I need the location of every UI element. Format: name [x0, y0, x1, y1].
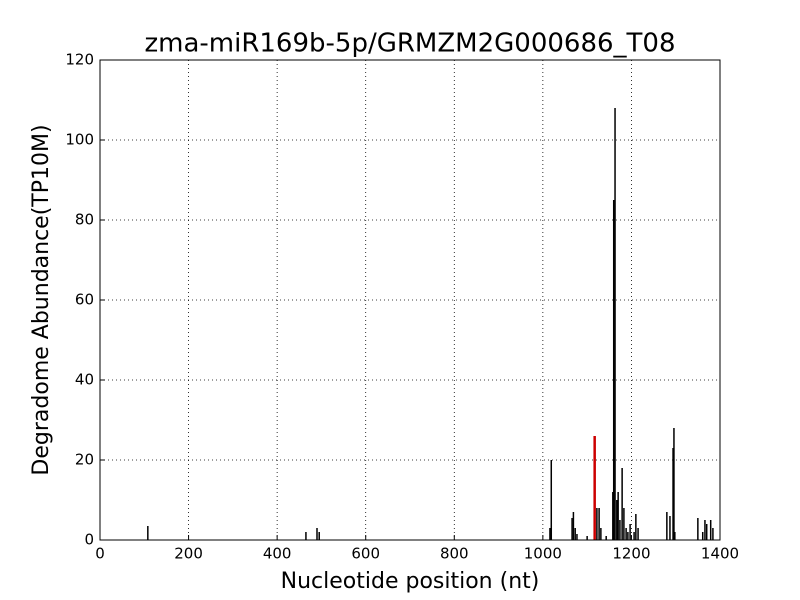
x-axis-label: Nucleotide position (nt): [281, 569, 540, 594]
x-tick-label: 400: [263, 545, 292, 563]
y-tick-label: 60: [75, 291, 94, 309]
x-tick-label: 600: [351, 545, 380, 563]
y-tick-label: 0: [84, 531, 94, 549]
x-tick-label: 1400: [701, 545, 739, 563]
chart-title: zma-miR169b-5p/GRMZM2G000686_T08: [144, 29, 675, 59]
x-tick-label: 800: [440, 545, 469, 563]
y-tick-label: 100: [65, 131, 94, 149]
x-tick-label: 1000: [524, 545, 562, 563]
y-tick-label: 40: [75, 371, 94, 389]
y-tick-label: 120: [65, 51, 94, 69]
y-axis-label: Degradome Abundance(TP10M): [29, 124, 54, 475]
y-tick-label: 20: [75, 451, 94, 469]
x-tick-label: 1200: [612, 545, 650, 563]
y-tick-label: 80: [75, 211, 94, 229]
x-tick-label: 0: [95, 545, 105, 563]
x-tick-label: 200: [174, 545, 203, 563]
plot-frame: [99, 59, 721, 541]
